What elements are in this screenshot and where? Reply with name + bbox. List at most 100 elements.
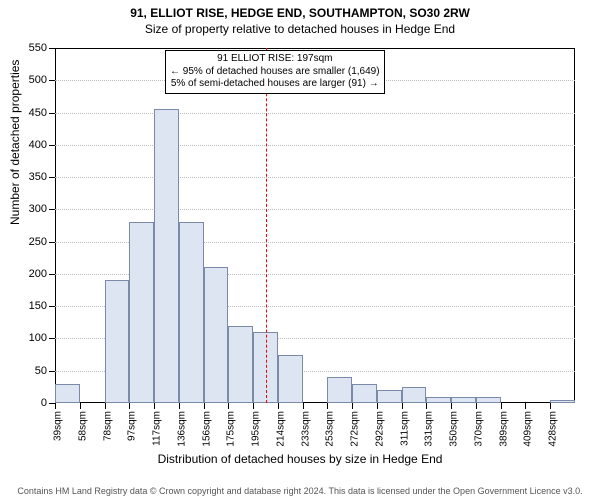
x-tick	[550, 403, 551, 409]
x-tick	[154, 403, 155, 409]
histogram-bar	[352, 384, 377, 403]
histogram-bar	[550, 400, 575, 403]
histogram-bar	[154, 109, 179, 403]
x-tick-label: 311sqm	[399, 411, 410, 446]
x-tick-label: 428sqm	[548, 411, 559, 447]
x-tick	[327, 403, 328, 409]
y-tick	[49, 242, 55, 243]
x-tick-label: 272sqm	[350, 411, 361, 447]
histogram-bar	[327, 377, 352, 403]
y-tick	[49, 48, 55, 49]
y-tick	[49, 113, 55, 114]
x-tick	[476, 403, 477, 409]
y-tick	[49, 306, 55, 307]
y-tick-label: 150	[29, 300, 47, 312]
histogram-bar	[179, 222, 204, 403]
histogram-bar	[204, 267, 229, 403]
x-tick	[204, 403, 205, 409]
x-axis-label: Distribution of detached houses by size …	[0, 452, 600, 466]
chart-title: 91, ELLIOT RISE, HEDGE END, SOUTHAMPTON,…	[0, 0, 600, 20]
histogram-bar	[105, 280, 130, 403]
x-tick	[55, 403, 56, 409]
y-tick-label: 450	[29, 107, 47, 119]
x-tick-label: 214sqm	[275, 411, 286, 447]
y-tick	[49, 145, 55, 146]
histogram-bar	[402, 387, 427, 403]
gridline	[55, 113, 575, 114]
y-tick	[49, 274, 55, 275]
x-tick	[253, 403, 254, 409]
x-tick	[352, 403, 353, 409]
x-tick-label: 175sqm	[226, 411, 237, 447]
annotation-line1: 91 ELLIOT RISE: 197sqm	[170, 53, 380, 66]
y-tick	[49, 209, 55, 210]
histogram-bar	[426, 397, 451, 403]
gridline	[55, 145, 575, 146]
x-tick	[228, 403, 229, 409]
x-tick	[426, 403, 427, 409]
y-tick-label: 50	[35, 365, 47, 377]
x-tick-label: 389sqm	[498, 411, 509, 447]
x-tick-label: 292sqm	[374, 411, 385, 447]
x-tick-label: 156sqm	[201, 411, 212, 447]
x-tick	[402, 403, 403, 409]
y-tick	[49, 338, 55, 339]
x-tick	[179, 403, 180, 409]
gridline	[55, 177, 575, 178]
histogram-bar	[228, 326, 253, 403]
x-tick	[451, 403, 452, 409]
histogram-bar	[55, 384, 80, 403]
histogram-bar	[476, 397, 501, 403]
annotation-box: 91 ELLIOT RISE: 197sqm← 95% of detached …	[165, 50, 385, 94]
x-tick-label: 58sqm	[77, 411, 88, 441]
chart-container: 91, ELLIOT RISE, HEDGE END, SOUTHAMPTON,…	[0, 0, 600, 500]
x-tick	[278, 403, 279, 409]
x-tick-label: 117sqm	[152, 411, 163, 446]
x-tick-label: 39sqm	[53, 411, 64, 441]
x-tick-label: 370sqm	[473, 411, 484, 447]
y-tick-label: 100	[29, 332, 47, 344]
y-tick	[49, 80, 55, 81]
plot-area: 05010015020025030035040045050055039sqm58…	[55, 48, 575, 403]
x-tick	[525, 403, 526, 409]
gridline	[55, 209, 575, 210]
histogram-bar	[129, 222, 154, 403]
x-tick-label: 195sqm	[251, 411, 262, 447]
x-tick	[80, 403, 81, 409]
x-tick-label: 78sqm	[102, 411, 113, 441]
x-tick-label: 136sqm	[176, 411, 187, 447]
y-tick-label: 400	[29, 139, 47, 151]
x-tick	[303, 403, 304, 409]
x-tick-label: 253sqm	[325, 411, 336, 447]
plot-border-top	[55, 48, 575, 49]
x-tick	[501, 403, 502, 409]
x-tick-label: 97sqm	[127, 411, 138, 441]
y-tick	[49, 371, 55, 372]
x-tick-label: 331sqm	[424, 411, 435, 447]
x-tick	[377, 403, 378, 409]
y-tick	[49, 177, 55, 178]
histogram-bar	[278, 355, 303, 403]
x-tick-label: 409sqm	[523, 411, 534, 447]
annotation-line2: ← 95% of detached houses are smaller (1,…	[170, 66, 380, 79]
y-tick-label: 350	[29, 171, 47, 183]
reference-line	[266, 48, 267, 403]
y-tick-label: 250	[29, 236, 47, 248]
attribution: Contains HM Land Registry data © Crown c…	[0, 486, 600, 496]
x-tick	[105, 403, 106, 409]
y-tick-label: 0	[41, 397, 47, 409]
x-tick-label: 350sqm	[449, 411, 460, 447]
y-tick-label: 500	[29, 74, 47, 86]
histogram-bar	[451, 397, 476, 403]
annotation-line3: 5% of semi-detached houses are larger (9…	[170, 78, 380, 91]
y-axis-line	[55, 48, 56, 403]
y-tick-label: 200	[29, 268, 47, 280]
y-axis-label: Number of detached properties	[8, 60, 22, 225]
histogram-bar	[377, 390, 402, 403]
chart-subtitle: Size of property relative to detached ho…	[0, 20, 600, 36]
y-tick-label: 550	[29, 42, 47, 54]
plot-border-right	[574, 48, 575, 403]
y-tick-label: 300	[29, 203, 47, 215]
x-tick-label: 233sqm	[300, 411, 311, 447]
x-tick	[129, 403, 130, 409]
